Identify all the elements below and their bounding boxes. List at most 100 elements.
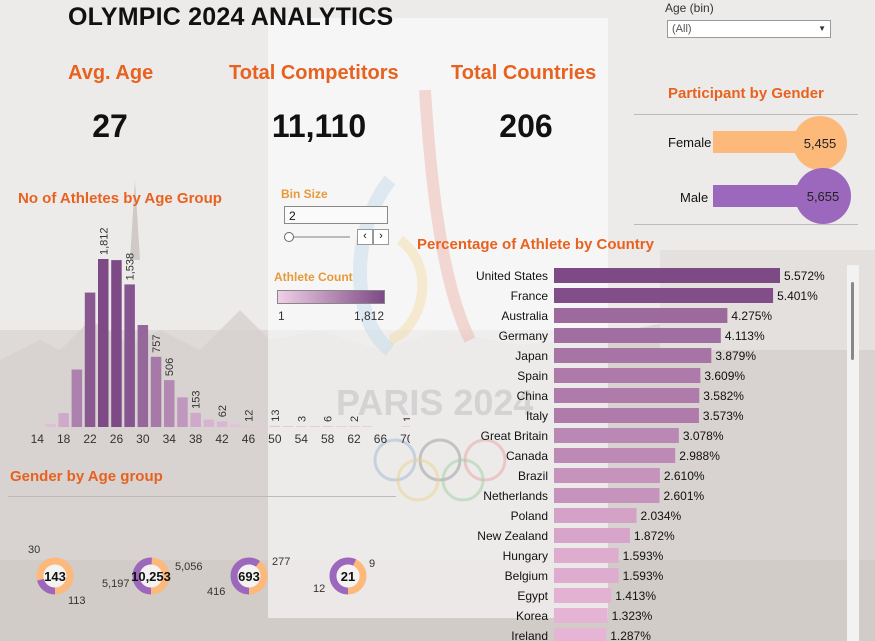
age-bar-38[interactable] [190, 412, 201, 427]
divider [634, 224, 858, 225]
country-chart-scrollbar[interactable] [847, 265, 859, 641]
age-bar-30[interactable] [137, 325, 149, 427]
age-bar-48[interactable] [256, 426, 267, 427]
age-tick-54: 54 [295, 432, 309, 446]
age-bar-56[interactable] [309, 426, 320, 427]
country-value-label: 1.872% [634, 529, 675, 543]
dashboard-title: OLYMPIC 2024 ANALYTICS [68, 3, 394, 31]
country-bar[interactable] [554, 288, 774, 303]
country-bar[interactable] [554, 568, 619, 583]
country-bar[interactable] [554, 428, 679, 443]
country-label: Italy [526, 409, 548, 423]
age-bin-dropdown[interactable]: (All) ▼ [667, 20, 831, 38]
country-label: Egypt [517, 589, 548, 603]
gender-male-value: 5,655 [795, 168, 851, 224]
country-value-label: 4.275% [731, 309, 772, 323]
country-bar[interactable] [554, 528, 630, 543]
country-label: Hungary [503, 549, 548, 563]
country-value-label: 2.610% [664, 469, 705, 483]
donut-male-slice[interactable] [329, 557, 367, 595]
donut-center-value: 143 [44, 569, 66, 584]
donut-female-label: 9 [369, 558, 375, 570]
age-data-label-42: 62 [217, 405, 229, 417]
gender-male-label: Male [680, 190, 709, 205]
country-label: Belgium [505, 569, 548, 583]
country-bar[interactable] [554, 328, 721, 343]
country-chart-scroll-thumb[interactable] [851, 282, 854, 360]
country-bar[interactable] [554, 308, 728, 323]
age-tick-66: 66 [374, 432, 388, 446]
country-label: Germany [499, 329, 548, 343]
avg-age-value: 27 [92, 108, 128, 144]
age-bar-24[interactable] [98, 259, 109, 427]
country-bar[interactable] [554, 268, 780, 283]
age-tick-62: 62 [347, 432, 361, 446]
age-bar-52[interactable] [282, 426, 294, 427]
country-bar[interactable] [554, 508, 637, 523]
age-bar-58[interactable] [322, 426, 333, 427]
age-bar-64[interactable] [362, 426, 373, 427]
chevron-right-icon[interactable]: › [373, 229, 389, 245]
country-value-label: 1.413% [615, 589, 656, 603]
age-bar-70[interactable] [401, 426, 410, 427]
donut-female-label: 113 [68, 595, 86, 607]
age-bar-40[interactable] [203, 419, 215, 427]
age-bar-42[interactable] [216, 421, 228, 427]
athlete-count-legend-title: Athlete Count [274, 270, 353, 284]
donut-male-slice[interactable] [132, 557, 170, 595]
country-bar[interactable] [554, 408, 699, 423]
age-tick-22: 22 [83, 432, 97, 446]
bin-size-input[interactable]: 2 [284, 206, 388, 224]
age-bar-50[interactable] [269, 425, 281, 427]
donut-male-label: 5,197 [102, 578, 130, 590]
age-tick-14: 14 [31, 432, 45, 446]
age-bar-26[interactable] [111, 260, 122, 427]
age-data-label-58: 6 [323, 416, 335, 422]
country-bar[interactable] [554, 388, 700, 403]
age-bar-18[interactable] [58, 413, 69, 427]
country-label: Poland [511, 509, 548, 523]
age-bar-22[interactable] [84, 292, 96, 427]
country-label: Netherlands [483, 489, 548, 503]
age-bar-60[interactable] [335, 426, 347, 427]
bin-size-label: Bin Size [281, 187, 328, 201]
country-value-label: 3.609% [704, 369, 745, 383]
country-bar[interactable] [554, 468, 660, 483]
age-bar-62[interactable] [348, 426, 360, 427]
country-value-label: 1.593% [623, 549, 664, 563]
age-bar-36[interactable] [177, 397, 188, 427]
chevron-left-icon[interactable]: ‹ [357, 229, 373, 245]
age-tick-42: 42 [215, 432, 229, 446]
country-bar[interactable] [554, 448, 676, 463]
country-bar[interactable] [554, 488, 660, 503]
age-bar-28[interactable] [124, 284, 135, 427]
bin-size-slider-handle[interactable] [284, 232, 294, 242]
country-bar[interactable] [554, 588, 612, 603]
age-bar-34[interactable] [164, 380, 175, 427]
country-bar[interactable] [554, 348, 712, 363]
age-bar-54[interactable] [296, 426, 307, 427]
total-countries-label: Total Countries [451, 62, 597, 84]
donut-female-label: 277 [272, 556, 290, 568]
country-bar[interactable] [554, 628, 607, 641]
donut-male-slice[interactable] [36, 557, 74, 595]
donut-male-slice[interactable] [230, 557, 268, 595]
age-data-label-62: 2 [349, 416, 361, 422]
country-bar[interactable] [554, 368, 701, 383]
country-bar[interactable] [554, 548, 619, 563]
age-bar-20[interactable] [71, 369, 83, 427]
donut-center-value: 21 [341, 569, 355, 584]
age-tick-58: 58 [321, 432, 335, 446]
legend-min: 1 [278, 309, 285, 323]
age-data-label-50: 13 [270, 410, 282, 422]
age-data-label-28: 1,538 [125, 253, 137, 281]
country-bar[interactable] [554, 608, 608, 623]
age-bar-16[interactable] [45, 423, 56, 427]
age-bar-46[interactable] [243, 425, 254, 427]
age-bar-44[interactable] [230, 424, 241, 427]
bin-size-slider-track[interactable] [288, 236, 350, 238]
donut-female-label: 5,056 [175, 561, 203, 573]
age-tick-38: 38 [189, 432, 203, 446]
age-bar-32[interactable] [150, 356, 162, 427]
